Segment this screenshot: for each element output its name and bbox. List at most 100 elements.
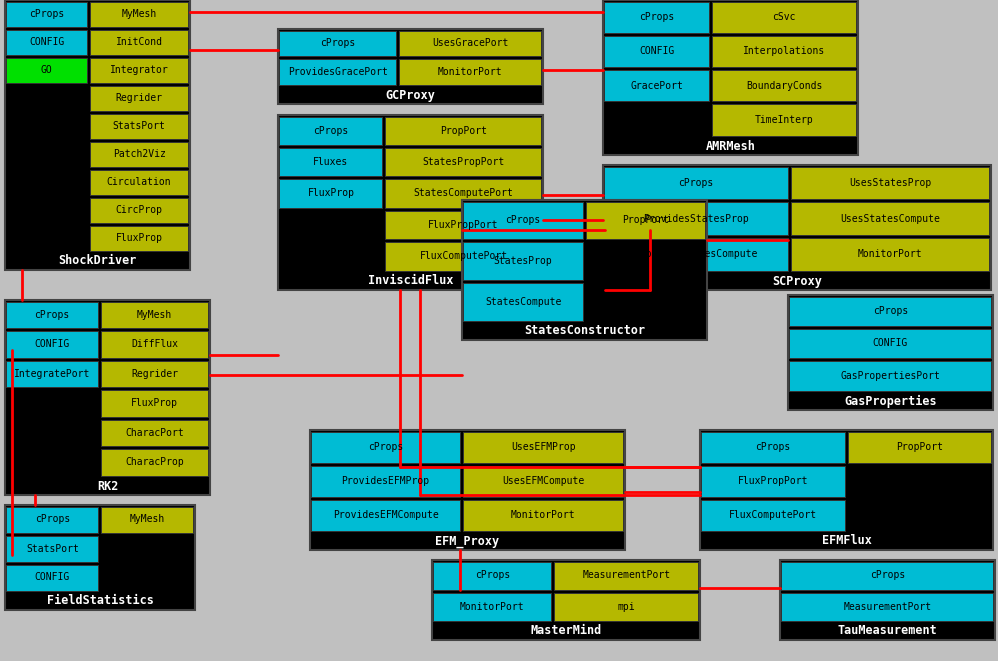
Bar [7,564,99,590]
Text: RK2: RK2 [97,479,118,492]
Text: AMRMesh: AMRMesh [706,139,755,153]
Bar [279,116,382,145]
Text: UsesEFMCompute: UsesEFMCompute [502,476,584,486]
Bar [781,561,993,590]
Bar [605,70,709,101]
Bar [90,85,189,110]
Text: CONFIG: CONFIG [873,338,908,348]
Bar [463,283,583,321]
Bar [605,167,787,199]
Bar [7,331,98,358]
Bar [311,465,460,496]
Text: InviscidFlux: InviscidFlux [367,274,453,288]
Text: cProps: cProps [35,514,70,524]
Bar [90,114,189,139]
Text: StatesComputePort: StatesComputePort [413,188,513,198]
Bar [7,506,99,533]
Bar [789,329,991,358]
Text: ProvidesGracePort: ProvidesGracePort [287,67,387,77]
Bar [90,58,189,83]
Bar [278,29,543,104]
Text: StatesProp: StatesProp [494,256,553,266]
Bar [432,560,700,640]
Bar [7,535,99,561]
Bar [5,0,190,270]
Text: StatesPropPort: StatesPropPort [422,157,505,167]
Text: GasPropertiesPort: GasPropertiesPort [840,371,940,381]
Text: StatsPort: StatsPort [26,543,79,553]
Bar [311,500,460,531]
Text: ProvidesEFMCompute: ProvidesEFMCompute [332,510,438,520]
Text: StatesCompute: StatesCompute [485,297,562,307]
Text: Regrider: Regrider [116,93,163,103]
Text: Patch2Viz: Patch2Viz [113,149,166,159]
Text: BoundaryConds: BoundaryConds [746,81,822,91]
Bar [463,432,624,463]
Text: CircProp: CircProp [116,205,163,215]
Bar [5,300,210,495]
Bar [385,148,542,176]
Bar [279,30,396,56]
Bar [310,430,625,550]
Bar [433,592,551,621]
Text: Integrator: Integrator [110,65,169,75]
Bar [605,36,709,67]
Bar [463,500,624,531]
Bar [712,36,856,67]
Bar [90,1,189,26]
Text: ProvidesEFMProp: ProvidesEFMProp [341,476,430,486]
Bar [101,331,209,358]
Bar [278,115,543,290]
Bar [102,506,194,533]
Bar [5,505,195,610]
Text: cProps: cProps [679,178,714,188]
Bar [848,432,991,463]
Text: mpi: mpi [618,602,635,611]
Bar [700,430,993,550]
Bar [789,361,991,391]
Text: cProps: cProps [873,306,908,316]
Text: cProps: cProps [368,442,403,452]
Bar [385,211,542,239]
Text: PropPort: PropPort [896,442,943,452]
Bar [399,59,542,85]
Text: MonitorPort: MonitorPort [438,67,502,77]
Bar [586,202,706,239]
Text: FieldStatistics: FieldStatistics [47,594,154,607]
Text: PropPort: PropPort [622,215,670,225]
Bar [790,167,989,199]
Text: StatsPort: StatsPort [113,121,166,131]
Text: GasProperties: GasProperties [844,395,937,408]
Bar [702,500,845,531]
Text: IntegratePort: IntegratePort [14,369,91,379]
Text: TauMeasurement: TauMeasurement [837,625,937,637]
Bar [433,561,551,590]
Bar [790,238,989,270]
Bar [790,202,989,235]
Text: DiffFlux: DiffFlux [131,339,179,349]
Bar [788,295,993,410]
Text: InitCond: InitCond [116,37,163,47]
Text: EFM_Proxy: EFM_Proxy [435,535,500,547]
Text: cProps: cProps [29,9,64,19]
Text: MonitorPort: MonitorPort [511,510,576,520]
Bar [712,104,856,136]
Text: MonitorPort: MonitorPort [858,249,922,259]
Text: CONFIG: CONFIG [35,339,70,349]
Text: UsesEFMProp: UsesEFMProp [511,442,576,452]
Bar [385,242,542,270]
Bar [789,297,991,326]
Text: UsesStatesProp: UsesStatesProp [849,178,931,188]
Text: CONFIG: CONFIG [35,572,70,582]
Text: ProvidesStatesCompute: ProvidesStatesCompute [635,249,757,259]
Text: MeasurementPort: MeasurementPort [843,602,931,611]
Bar [7,58,87,83]
Bar [7,360,98,387]
Text: SCProxy: SCProxy [772,274,822,288]
Bar [101,449,209,475]
Text: Interpolations: Interpolations [743,46,825,56]
Bar [702,432,845,463]
Text: ShockDriver: ShockDriver [58,254,137,268]
Bar [605,202,787,235]
Text: cProps: cProps [639,12,675,22]
